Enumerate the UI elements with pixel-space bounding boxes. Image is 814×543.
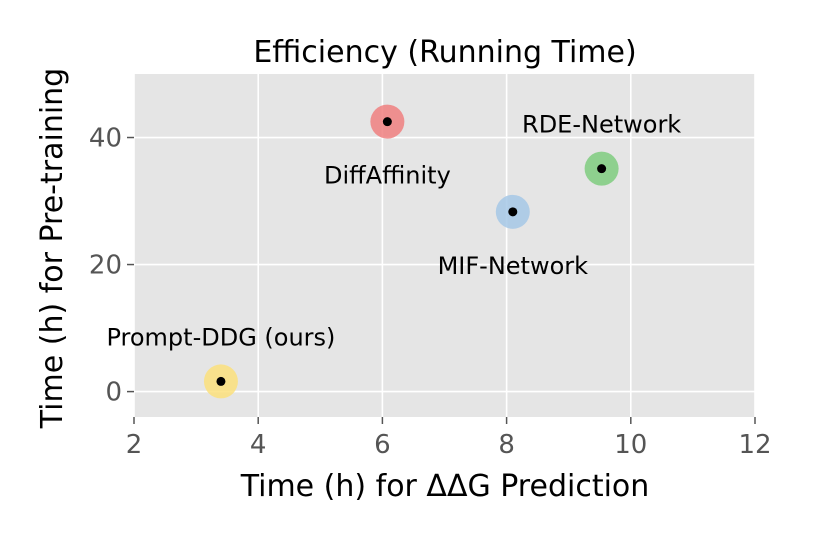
y-tick-label: 0 xyxy=(105,378,122,408)
point-marker xyxy=(508,207,518,217)
plot-area xyxy=(134,74,755,417)
x-tick-label: 6 xyxy=(374,430,391,460)
point-label: Prompt-DDG (ours) xyxy=(106,323,335,351)
x-tick-label: 12 xyxy=(738,430,771,460)
y-axis-label: Time (h) for Pre-training xyxy=(35,68,70,429)
x-tick-label: 10 xyxy=(614,430,647,460)
data-points xyxy=(203,104,619,399)
x-axis-label: Time (h) for ΔΔG Prediction xyxy=(240,469,650,504)
point-label: RDE-Network xyxy=(522,111,681,139)
x-tick-label: 8 xyxy=(498,430,515,460)
chart-title: Efficiency (Running Time) xyxy=(253,35,636,70)
point-label: MIF-Network xyxy=(438,252,589,280)
y-tick-label: 20 xyxy=(89,251,122,281)
tick-marks xyxy=(127,136,756,424)
point-marker xyxy=(597,164,607,174)
point-marker xyxy=(382,117,392,127)
point-label: DiffAffinity xyxy=(324,162,451,190)
x-tick-label: 4 xyxy=(250,430,267,460)
point-marker xyxy=(216,376,226,386)
x-tick-label: 2 xyxy=(126,430,143,460)
y-tick-label: 40 xyxy=(89,124,122,154)
